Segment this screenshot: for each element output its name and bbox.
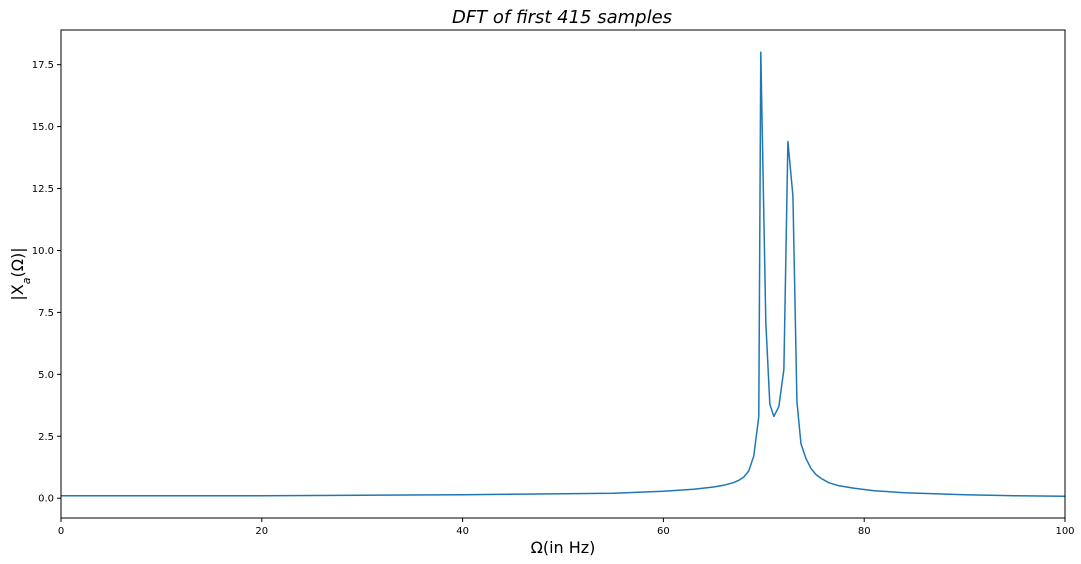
x-tick-label: 0 [58, 526, 64, 537]
plot-frame [60, 29, 1066, 519]
chart-title: DFT of first 415 samples [452, 7, 672, 28]
y-tick-label: 10.0 [32, 246, 54, 257]
y-tick-label: 17.5 [32, 60, 54, 71]
plot-area [61, 51, 1066, 497]
x-tick-label: 80 [858, 526, 871, 537]
y-tick-label: 12.5 [32, 184, 54, 195]
x-tick-label: 100 [1055, 526, 1074, 537]
x-tick-label: 20 [255, 526, 268, 537]
y-tick-label: 7.5 [38, 308, 54, 319]
svg-text:|Xa(Ω)|: |Xa(Ω)| [8, 247, 33, 300]
x-tick-label: 40 [456, 526, 469, 537]
x-tick-label: 60 [657, 526, 670, 537]
x-axis: 0 20 40 60 80 100 [58, 518, 1075, 537]
y-axis-label: |Xa(Ω)| [8, 247, 33, 300]
x-axis-label: Ω(in Hz) [531, 538, 596, 557]
y-tick-label: 0.0 [38, 494, 54, 505]
y-axis: 0.0 2.5 5.0 7.5 10.0 12.5 15.0 17.5 [32, 60, 61, 505]
series-line [61, 51, 1066, 497]
y-tick-label: 5.0 [38, 370, 54, 381]
y-tick-label: 2.5 [38, 432, 54, 443]
y-tick-label: 15.0 [32, 122, 54, 133]
